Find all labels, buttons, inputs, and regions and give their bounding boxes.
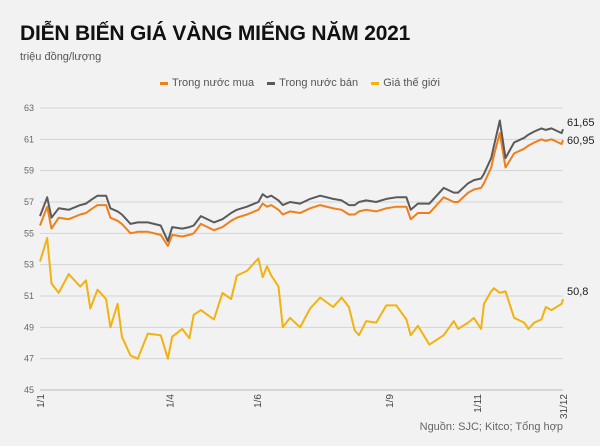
legend-label: Giá thế giới [383, 77, 440, 89]
legend-label: Trong nước mua [172, 77, 255, 89]
y-tick-label: 63 [24, 103, 34, 113]
end-value-label: 50,8 [567, 286, 588, 298]
legend-swatch [371, 81, 380, 85]
source-note: Nguồn: SJC; Kitco; Tổng hợp [419, 421, 563, 433]
legend: Trong nước mua Trong nước bán Giá thế gi… [0, 77, 600, 89]
x-tick-label: 1/4 [165, 394, 176, 408]
x-tick-label: 1/11 [473, 394, 484, 413]
y-tick-label: 55 [24, 228, 34, 238]
legend-item-world: Giá thế giới [371, 77, 440, 89]
series-line-1 [39, 119, 564, 243]
legend-swatch [267, 81, 276, 85]
x-tick-label: 31/12 [559, 394, 570, 419]
series-line-0 [39, 132, 564, 247]
y-tick-label: 59 [24, 166, 34, 176]
legend-swatch [160, 81, 169, 85]
legend-item-buy: Trong nước mua [160, 77, 254, 89]
y-tick-label: 49 [24, 322, 34, 332]
x-tick-label: 1/9 [385, 394, 396, 408]
y-tick-label: 47 [24, 354, 34, 364]
y-tick-label: 53 [24, 260, 34, 270]
series-line-2 [39, 237, 564, 360]
y-tick-label: 51 [24, 291, 34, 301]
end-value-label: 61,65 [567, 117, 595, 129]
end-value-label: 60,95 [567, 135, 595, 147]
x-tick-label: 1/1 [36, 394, 47, 408]
legend-label: Trong nước bán [279, 77, 359, 89]
legend-item-sell: Trong nước bán [267, 77, 358, 89]
y-tick-label: 45 [24, 385, 34, 395]
y-tick-label: 61 [24, 134, 34, 144]
chart-title: DIỄN BIẾN GIÁ VÀNG MIẾNG NĂM 2021 [20, 22, 411, 45]
unit-label: triệu đồng/lượng [20, 51, 102, 63]
x-tick-label: 1/6 [253, 394, 264, 408]
y-tick-label: 57 [24, 197, 34, 207]
